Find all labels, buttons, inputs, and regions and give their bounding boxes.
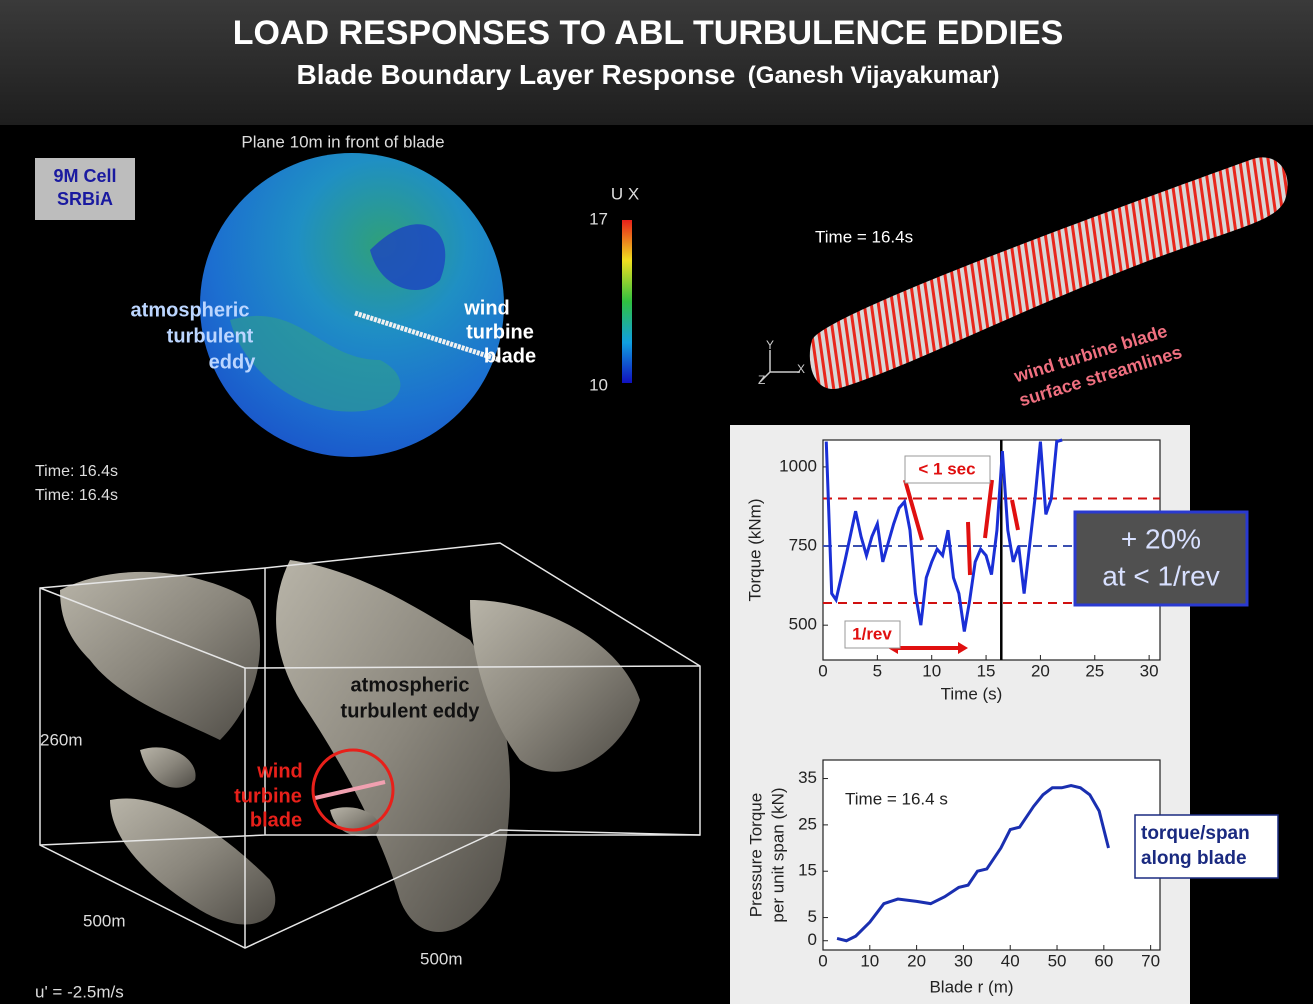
y-axis-label: per unit span (kN): [768, 787, 787, 922]
axis-letter: Z: [758, 373, 765, 387]
blade-label: wind: [256, 760, 303, 782]
x-tick-label: 30: [954, 951, 973, 970]
callout: torque/span: [1141, 823, 1250, 844]
x-axis-label: Blade r (m): [929, 977, 1013, 996]
colorbar-tick: 10: [589, 375, 608, 394]
blade-label: wind: [463, 297, 510, 319]
y-axis-label: Pressure Torque: [746, 793, 765, 917]
x-tick-label: 70: [1141, 951, 1160, 970]
blade-label: turbine: [234, 785, 302, 807]
eddy-label: atmospheric: [351, 674, 470, 696]
blade-label: turbine: [466, 321, 534, 343]
axis-letter: Y: [766, 338, 774, 352]
triad: [759, 350, 800, 383]
y-tick-label: 500: [789, 615, 817, 634]
callout: along blade: [1141, 848, 1247, 869]
chart-annotations: < 1 sec 1/rev + 20% at < 1/rev Time = 16.4 s…: [844, 455, 1279, 879]
blade-label: blade: [250, 809, 302, 831]
plane-blade: [354, 310, 501, 363]
plane-eddy: [370, 224, 446, 290]
y-tick-label: 25: [798, 814, 817, 833]
eddy-surface: [276, 560, 510, 933]
blade-label: blade: [484, 345, 536, 367]
eddy-surfaces: [60, 560, 640, 933]
annotation-box: [904, 455, 991, 484]
series-line: [836, 783, 1110, 943]
eddy-surface: [60, 571, 260, 740]
x-tick-label: 60: [1094, 951, 1113, 970]
plane-eddy: [230, 315, 401, 412]
y-tick-label: 5: [808, 907, 817, 926]
y-tick-label: 15: [798, 861, 817, 880]
colorbar-tick: 17: [589, 209, 608, 228]
plane-caption: Plane 10m in front of blade: [241, 132, 444, 151]
colorbar: [622, 220, 632, 383]
x-tick-label: 20: [1031, 661, 1050, 680]
blade-highlight: [311, 748, 395, 832]
x-tick-label: 20: [907, 951, 926, 970]
x-tick-label: 10: [860, 951, 879, 970]
eddy-label: eddy: [209, 351, 257, 373]
width-label: 500m: [420, 949, 463, 968]
series-line: [824, 438, 1063, 632]
axis-letter: X: [797, 362, 805, 376]
subtitle: Blade Boundary Layer Response: [297, 59, 736, 90]
contour-label: u' = -2.5m/s: [35, 982, 124, 1001]
annotation: < 1 sec: [918, 459, 975, 478]
eddy-label: atmospheric: [131, 299, 250, 321]
x-tick-label: 5: [873, 661, 882, 680]
eddy-surface: [470, 600, 640, 772]
blade-surface: [809, 157, 1288, 390]
callout-box: [1134, 814, 1279, 879]
x-tick-label: 30: [1140, 661, 1159, 680]
domain-box: [39, 542, 701, 949]
annotation: 1/rev: [852, 624, 892, 643]
eddy-surface: [140, 747, 196, 788]
x-tick-label: 50: [1048, 951, 1067, 970]
x-tick-label: 15: [977, 661, 996, 680]
callout: + 20%: [1121, 523, 1201, 554]
colorbar-title: U X: [611, 184, 639, 203]
volume-blade: [314, 780, 386, 800]
blade-time: Time = 16.4s: [815, 227, 913, 246]
box-edges: [39, 568, 701, 948]
height-label: 260m: [40, 730, 83, 749]
eddy-label: turbulent eddy: [341, 700, 481, 722]
y-tick-label: 1000: [779, 456, 817, 475]
time-label: Time: 16.4s: [35, 463, 118, 480]
badge: [35, 158, 135, 220]
y-tick-label: 750: [789, 536, 817, 555]
y-tick-label: 0: [808, 930, 817, 949]
x-tick-label: 0: [818, 951, 827, 970]
header-band: [0, 0, 1313, 125]
x-tick-label: 40: [1001, 951, 1020, 970]
badge-line: 9M Cell: [53, 166, 116, 186]
slide-subtitle: Blade Boundary Layer Response (Ganesh Vi…: [297, 59, 1000, 90]
callout-box: [1073, 510, 1249, 607]
y-tick-label: 35: [798, 768, 817, 787]
slide-title: LOAD RESPONSES TO ABL TURBULENCE EDDIES: [233, 14, 1064, 52]
eddy-label: turbulent: [167, 325, 254, 347]
x-axis-label: Time (s): [941, 684, 1003, 703]
annotation-box: [844, 620, 901, 649]
depth-label: 500m: [83, 911, 126, 930]
eddy-surface: [110, 798, 276, 925]
callout: at < 1/rev: [1102, 560, 1220, 591]
annotation: Time = 16.4 s: [845, 789, 948, 808]
arrow: [903, 479, 1020, 576]
badge-line: SRBiA: [57, 189, 113, 209]
x-tick-label: 25: [1085, 661, 1104, 680]
y-axis-label: Torque (kNm): [745, 499, 764, 602]
author: (Ganesh Vijayakumar): [748, 62, 1000, 89]
time-label: Time: 16.4s: [35, 487, 118, 504]
x-tick-label: 0: [818, 661, 827, 680]
x-tick-label: 10: [922, 661, 941, 680]
